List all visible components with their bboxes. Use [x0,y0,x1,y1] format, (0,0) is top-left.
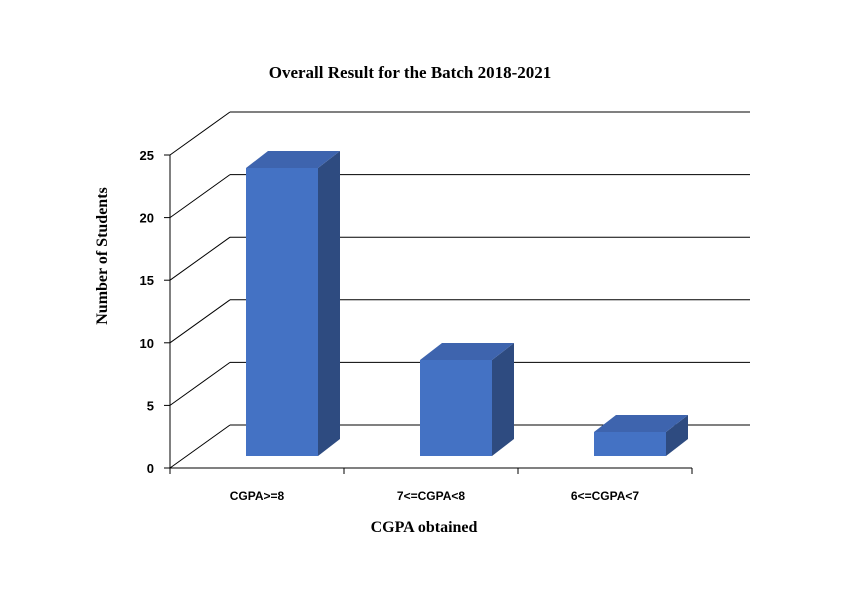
bar-top [246,151,340,168]
bar-side [318,151,340,456]
bar-top [420,343,514,360]
bar-side [492,343,514,456]
bar [594,415,688,456]
floor-edge [169,424,231,469]
chart-title: Overall Result for the Batch 2018-2021 [269,63,552,82]
y-tick-label: 15 [140,273,154,288]
x-tick-label: 6<=CGPA<7 [571,489,639,503]
y-axis-title: Number of Students [94,187,111,325]
y-tick-label: 0 [147,461,154,476]
gridline-diagonal [169,299,231,344]
bar [420,343,514,456]
bar [246,151,340,456]
bar-top [594,415,688,432]
x-tick-label: CGPA>=8 [230,489,285,503]
y-tick-labels: 0 5 10 15 20 25 [140,148,154,476]
y-tick-label: 5 [147,398,154,413]
y-tick-label: 25 [140,148,154,163]
bars [246,151,688,456]
gridline-diagonal [169,361,231,406]
y-tick-label: 20 [140,211,154,226]
bar-front [246,168,318,456]
bar-front [594,432,666,456]
x-axis-title: CGPA obtained [371,519,478,536]
gridline-diagonal [169,236,231,281]
bar-front [420,360,492,456]
bar-side [666,415,688,456]
axes [164,154,693,474]
gridline-diagonal [169,174,231,219]
y-tick-label: 10 [140,336,154,351]
x-tick-label: 7<=CGPA<8 [397,489,465,503]
x-tick-labels: CGPA>=8 7<=CGPA<8 6<=CGPA<7 [230,489,640,503]
gridline-diagonal [169,111,231,156]
